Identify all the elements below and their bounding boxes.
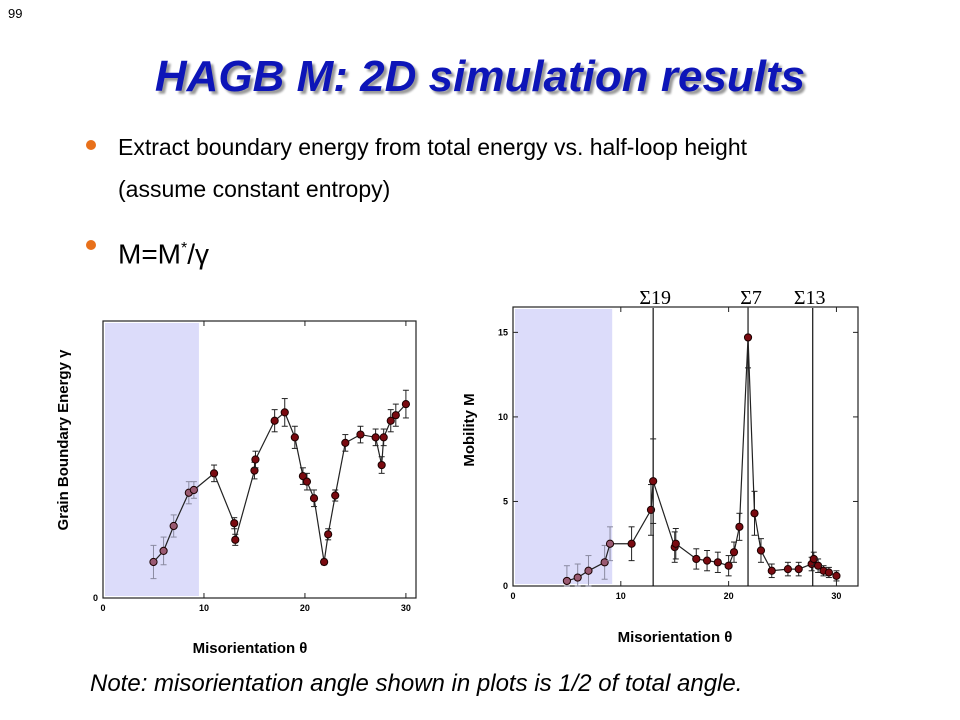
x-tick-label: 30 <box>401 603 411 613</box>
bullet-1-text: Extract boundary energy from total energ… <box>118 134 748 202</box>
x-tick-label: 10 <box>616 591 626 601</box>
y-tick-label: 5 <box>503 496 508 506</box>
data-point <box>309 494 319 503</box>
data-point <box>251 455 260 464</box>
x-axis-label: Misorientation θ <box>193 640 308 657</box>
sigma-label: Σ19 <box>639 287 671 309</box>
data-point <box>356 430 365 439</box>
x-tick-label: 20 <box>300 603 310 613</box>
data-point <box>819 566 828 575</box>
footnote: Note: misorientation angle shown in plot… <box>90 670 743 697</box>
data-point <box>724 561 733 570</box>
data-point <box>627 539 636 548</box>
formula-star: * <box>181 240 188 257</box>
data-point <box>209 469 219 478</box>
series-line <box>153 403 407 563</box>
data-point <box>149 557 158 567</box>
data-point <box>341 438 350 447</box>
y-axis-label: Grain Boundary Energy γ <box>55 349 72 531</box>
bullet-dot <box>86 240 96 250</box>
data-point <box>735 522 744 531</box>
y-tick-label: 15 <box>498 327 508 337</box>
data-point <box>807 559 816 569</box>
data-point <box>824 568 833 577</box>
data-point <box>230 519 239 528</box>
bullet-2-text: M=M*/γ <box>118 228 209 275</box>
data-point <box>250 466 259 475</box>
data-point <box>377 460 386 470</box>
data-point <box>671 539 680 548</box>
data-point <box>270 416 279 425</box>
data-point <box>320 557 329 567</box>
x-tick-label: 30 <box>831 591 841 601</box>
data-point <box>379 433 388 442</box>
bullet-dot <box>86 140 96 150</box>
data-point <box>290 433 299 442</box>
data-point <box>331 491 340 500</box>
data-point <box>809 554 818 564</box>
data-point <box>600 558 609 567</box>
data-point <box>159 546 168 556</box>
sigma-label: Σ7 <box>740 287 762 309</box>
data-point <box>324 530 333 539</box>
data-point <box>298 472 308 481</box>
data-point <box>573 573 582 582</box>
data-point <box>702 556 712 565</box>
data-point <box>391 411 400 420</box>
sigma-label: Σ13 <box>794 287 826 309</box>
slide-title: HAGB M: 2D simulation results <box>154 52 806 101</box>
y-axis-label: Mobility M <box>461 393 478 466</box>
x-tick-label: 0 <box>100 603 105 613</box>
data-point <box>584 566 593 575</box>
data-point <box>743 333 753 342</box>
x-tick-label: 0 <box>510 591 515 601</box>
x-axis-label: Misorientation θ <box>618 629 733 646</box>
formula-m: M=M <box>118 238 181 270</box>
slide-number: 99 <box>8 6 23 21</box>
shaded-region <box>515 309 613 584</box>
data-point <box>750 509 759 518</box>
shaded-region <box>105 323 199 596</box>
x-tick-label: 20 <box>724 591 734 601</box>
data-point <box>605 539 615 548</box>
data-point <box>646 505 656 515</box>
data-point <box>371 433 380 442</box>
data-point <box>189 485 198 495</box>
y-tick-label: 0 <box>93 593 98 603</box>
plot-frame <box>512 306 859 587</box>
data-point <box>169 521 178 531</box>
data-point <box>401 400 411 409</box>
data-point <box>670 543 679 552</box>
data-point <box>729 548 739 557</box>
data-point <box>756 546 766 555</box>
x-tick-label: 10 <box>199 603 209 613</box>
data-point <box>713 558 722 567</box>
data-point <box>280 408 289 417</box>
data-point <box>649 477 658 486</box>
data-point <box>832 571 841 580</box>
y-tick-label: 10 <box>498 412 508 422</box>
data-point <box>562 576 572 586</box>
plot-frame <box>102 320 417 599</box>
data-point <box>231 535 240 544</box>
data-point <box>794 564 803 574</box>
data-point <box>814 561 823 570</box>
data-point <box>302 477 312 486</box>
formula-gamma: /γ <box>187 238 210 270</box>
data-point <box>184 488 193 497</box>
series-line <box>566 337 837 582</box>
data-point <box>386 416 395 425</box>
data-point <box>783 564 793 574</box>
y-tick-label: 0 <box>503 581 508 591</box>
data-point <box>692 554 701 564</box>
data-point <box>767 566 776 575</box>
